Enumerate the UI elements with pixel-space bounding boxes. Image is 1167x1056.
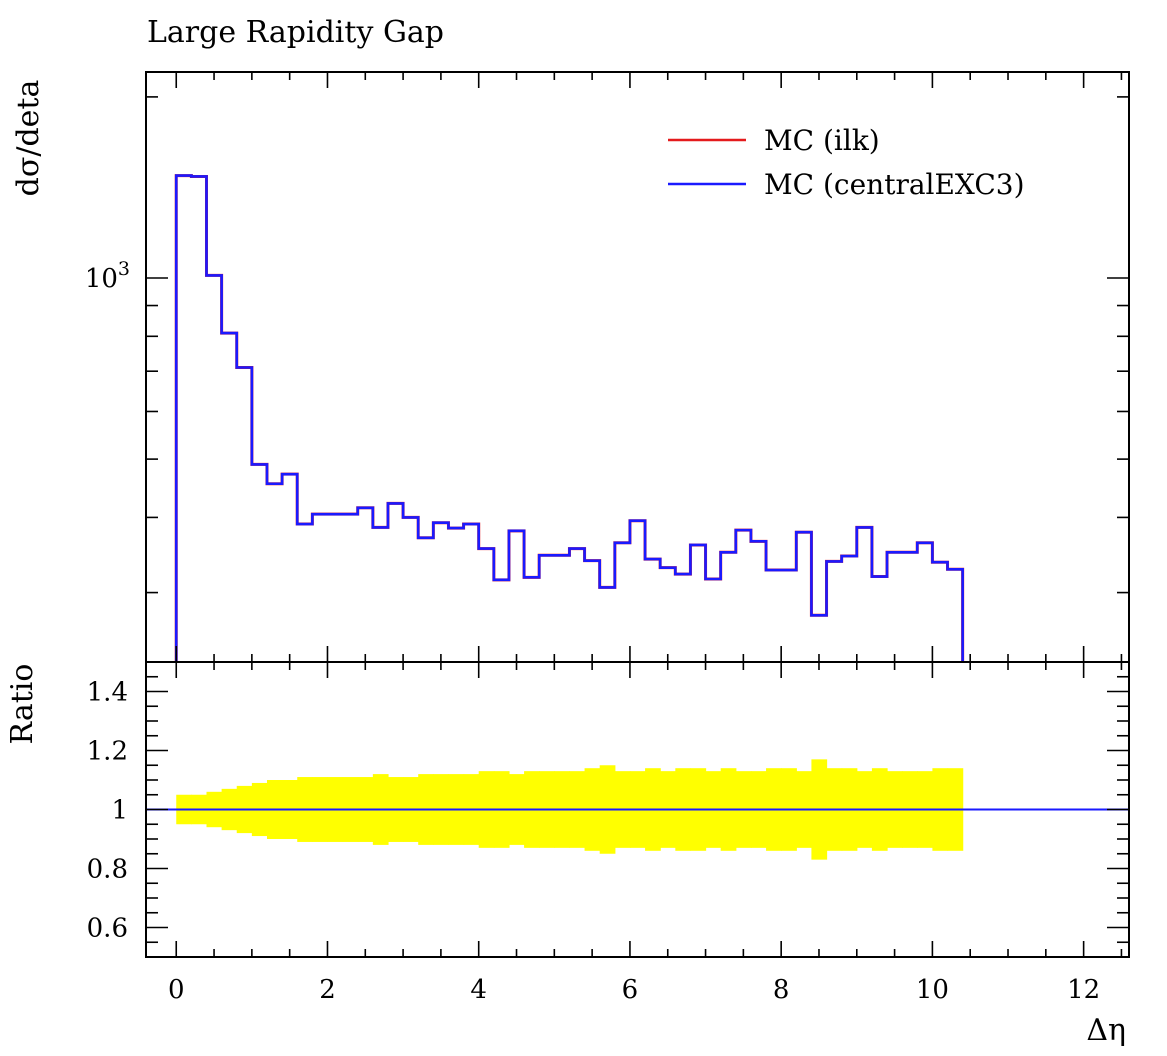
x-axis-label: Δη — [1086, 1013, 1126, 1048]
ratio-y-tick-label: 0.8 — [87, 855, 128, 885]
ratio-y-tick-label: 1.4 — [87, 678, 128, 708]
ratio-y-axis-label: Ratio — [5, 664, 40, 745]
legend-label-1: MC (ilk) — [764, 124, 880, 157]
ratio-y-tick-label: 1.2 — [87, 737, 128, 767]
legend: MC (ilk) MC (centralEXC3) — [668, 124, 1025, 201]
x-tick-label: 10 — [916, 975, 949, 1005]
x-tick-label: 6 — [622, 975, 639, 1005]
ratio-y-tick-label: 0.6 — [87, 914, 128, 944]
histogram-series-2 — [174, 174, 964, 662]
main-panel: 103 — [85, 71, 1130, 678]
x-tick-label: 0 — [168, 975, 185, 1005]
x-tick-label: 2 — [319, 975, 336, 1005]
x-tick-label: 12 — [1067, 975, 1100, 1005]
main-y-tick-label: 103 — [85, 258, 130, 294]
x-tick-label: 4 — [470, 975, 487, 1005]
legend-label-2: MC (centralEXC3) — [764, 168, 1025, 201]
ratio-y-tick-label: 1 — [111, 796, 128, 826]
chart-title: Large Rapidity Gap — [147, 15, 444, 50]
main-y-axis-label: dσ/deta — [11, 80, 46, 197]
ratio-panel: 0 2 4 6 8 10 12 0.6 0.8 1 1.2 1.4 — [87, 661, 1130, 1005]
main-frame — [145, 71, 1130, 663]
histogram-series-1 — [174, 174, 965, 662]
x-tick-label: 8 — [773, 975, 790, 1005]
